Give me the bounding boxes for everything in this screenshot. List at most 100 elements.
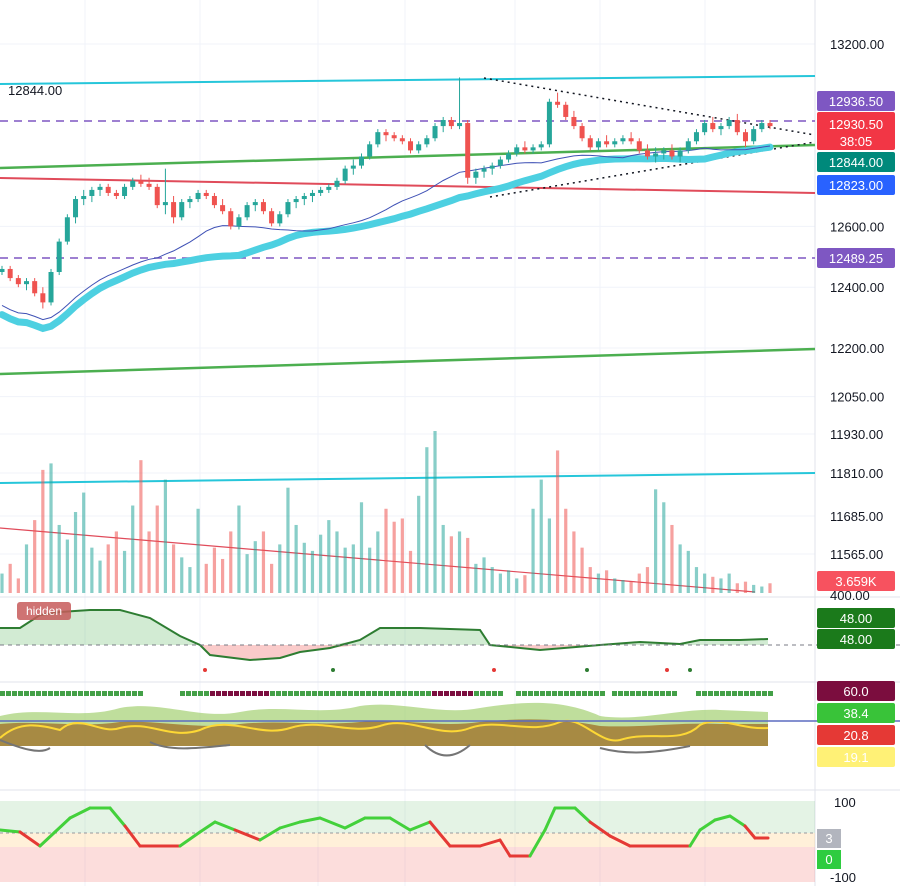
price-axis[interactable]: 13200.00 12600.00 12400.00 12200.00 12050.00… (830, 37, 884, 562)
osc2-marker-282 (282, 691, 287, 696)
hidden-badge[interactable]: hidden (17, 602, 71, 620)
osc2-marker-60 (60, 691, 65, 696)
osc2-marker-444 (444, 691, 449, 696)
volume-bar-72 (588, 567, 592, 593)
candle-body-39 (318, 189, 324, 193)
volume-bar-65 (531, 508, 535, 593)
osc2-marker-360 (360, 691, 365, 696)
osc2-marker-198 (198, 691, 203, 696)
osc2-marker-78 (78, 691, 83, 696)
volume-bar-83 (678, 544, 682, 593)
osc2-marker-54 (54, 691, 59, 696)
candle-14 (113, 189, 119, 200)
candle-body-18 (146, 183, 152, 187)
volume-bar-2 (16, 578, 20, 593)
osc2-marker-480 (480, 691, 485, 696)
candle-13 (105, 183, 111, 196)
candle-11 (89, 186, 95, 203)
candle-body-48 (391, 135, 397, 139)
candle-body-53 (432, 126, 438, 139)
volume-bar-62 (506, 570, 511, 593)
osc2-badge-19-bg (817, 747, 895, 767)
osc1-badge-2-bg (817, 629, 895, 649)
volume-bar-81 (662, 502, 666, 593)
trend-line-drawings[interactable] (0, 75, 816, 593)
candle-68 (555, 92, 561, 108)
candle-62 (506, 150, 512, 163)
candle-body-93 (759, 123, 765, 130)
candle-body-13 (105, 186, 111, 193)
osc3-badge-0: 0 (825, 852, 832, 867)
candle-26 (211, 192, 217, 209)
price-tick-label: 11565.00 (830, 547, 883, 562)
price-badge-countdown: 38:05 (840, 134, 873, 149)
osc2-marker-366 (366, 691, 371, 696)
candle-23 (187, 196, 193, 209)
candle-7 (56, 238, 62, 276)
candle-91 (742, 129, 748, 148)
candle-34 (277, 211, 283, 227)
osc2-marker-636 (636, 691, 641, 696)
osc1-badge-1: 48.00 (840, 611, 873, 626)
candle-3 (24, 278, 30, 291)
candle-body-58 (473, 171, 479, 178)
osc3-axis-bottom: -100 (830, 870, 856, 885)
price-tick-label: 12600.00 (830, 219, 884, 234)
volume-bar-52 (425, 447, 429, 593)
candle-28 (228, 208, 234, 230)
osc2-marker-300 (300, 691, 305, 696)
candle-body-20 (162, 202, 168, 206)
osc2-marker-588 (588, 691, 593, 696)
trend-line-volume-blue (0, 472, 816, 484)
volume-bar-86 (703, 573, 707, 593)
osc2-marker-12 (12, 691, 17, 696)
candle-body-84 (685, 141, 691, 151)
candle-67 (546, 98, 552, 148)
candle-38 (309, 189, 315, 203)
osc2-marker-210 (210, 691, 215, 696)
volume-bar-71 (580, 547, 584, 593)
osc1-badge-2: 48.00 (840, 632, 873, 647)
osc2-marker-462 (462, 691, 467, 696)
oscillator-pane-2 (0, 691, 900, 757)
osc3-segment-4 (53, 816, 72, 834)
osc2-marker-630 (630, 691, 635, 696)
volume-bar-68 (555, 450, 560, 593)
candle-body-37 (301, 196, 307, 200)
candle-55 (448, 116, 454, 130)
moving-average-thin (1, 145, 771, 321)
candle-9 (73, 196, 79, 224)
osc2-marker-48 (48, 691, 53, 696)
price-tick-label: 12050.00 (830, 390, 884, 405)
osc3-segment-20 (388, 816, 412, 832)
price-badge-12489-bg (817, 248, 895, 268)
volume-bar-3 (24, 544, 29, 593)
osc2-marker-288 (288, 691, 293, 696)
volume-bar-17 (139, 460, 143, 593)
volume-bar-56 (457, 531, 462, 593)
osc2-marker-90 (90, 691, 95, 696)
candle-37 (301, 192, 307, 206)
osc2-badge-38-bg (817, 703, 895, 723)
volume-bar-11 (90, 547, 94, 593)
candle-79 (644, 144, 650, 160)
candle-body-54 (440, 120, 446, 127)
osc2-marker-120 (120, 691, 125, 696)
candle-body-41 (334, 180, 340, 187)
candle-body-65 (530, 147, 536, 151)
osc2-marker-234 (234, 691, 239, 696)
candle-body-28 (228, 211, 234, 227)
hidden-badge-label: hidden (26, 604, 62, 618)
candle-body-9 (73, 199, 79, 218)
osc2-marker-330 (330, 691, 335, 696)
price-tick-label: 11685.00 (830, 509, 883, 524)
candle-27 (220, 199, 226, 215)
volume-bar-33 (270, 563, 274, 593)
candle-body-81 (661, 150, 667, 154)
volume-bar-1 (8, 563, 12, 593)
osc3-lower-zone (0, 847, 815, 882)
volume-bar-32 (261, 531, 266, 593)
volume-bar-16 (131, 505, 135, 593)
osc2-marker-240 (240, 691, 245, 696)
